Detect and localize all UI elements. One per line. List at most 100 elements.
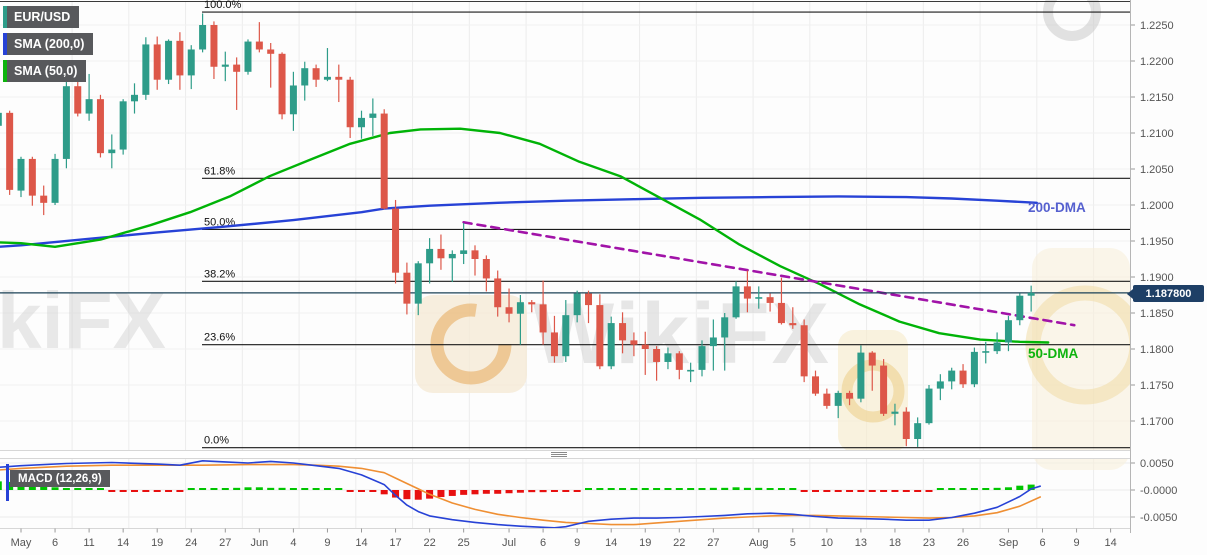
candle-body [528,302,536,305]
candle-body [880,365,888,414]
price-axis-label: 1.2200 [1140,56,1174,68]
macd-histogram-bar [777,488,785,490]
date-axis-label: 9 [574,537,580,549]
candle-body [131,94,138,102]
sma200-line [0,195,1038,248]
candle-body [664,353,672,362]
date-axis-label: 25 [458,537,470,549]
watermark-logo [415,295,527,393]
candle-body [312,68,320,80]
candle-body [959,370,967,385]
legend-sma50[interactable]: SMA (50,0) [3,60,87,82]
candle-body [709,337,717,347]
candle-body [698,346,706,370]
watermark-logo [838,330,908,452]
price-axis-label: 1.1800 [1140,344,1174,356]
candle-body [607,323,615,367]
candle-body [108,149,116,154]
candle-body [85,99,93,114]
macd-axis-label: 0.0050 [1140,458,1174,470]
candle-body [471,250,479,259]
date-axis-label: 14 [117,537,129,549]
macd-histogram-bar [380,490,388,495]
macd-signal-line [0,463,1041,526]
candle-body [800,325,808,377]
candle-body [1004,320,1012,343]
legend-sma200[interactable]: SMA (200,0) [3,33,94,55]
macd-main-line [0,460,1041,529]
legend-symbol[interactable]: EUR/USD [3,6,80,28]
macd-label: MACD (12,26,9) [18,472,102,485]
candle-body [153,44,161,80]
macd-axis-label: -0.0050 [1140,512,1177,524]
candle-body [755,297,763,299]
macd-histogram-bar [51,487,59,490]
macd-histogram-bar [414,490,422,500]
macd-histogram-bar [210,488,218,490]
current-price-badge: 1.187800 [1133,285,1204,302]
candle-body [812,376,819,394]
date-axis-label: 11 [83,537,94,549]
macd-histogram-bar [403,490,411,500]
macd-histogram-bar [85,488,93,490]
candle-body [596,305,604,367]
macd-histogram-bar [800,490,808,492]
legend-macd[interactable]: MACD (12,26,9) [10,470,110,487]
date-axis-label: Aug [749,537,769,549]
date-axis-label: 19 [639,537,651,549]
date-axis-label: 5 [790,537,796,549]
candle-body [925,388,933,424]
candle-body [993,342,1001,352]
candle-body [369,113,377,118]
date-axis-label: 14 [605,537,617,549]
candle-body [51,158,59,203]
candle-body [539,304,547,333]
watermark-logo-swirl [430,303,512,385]
candle-body [721,317,729,338]
date-axis-label: 19 [151,537,163,549]
macd-histogram-bar [278,487,286,490]
candle-body [550,332,558,357]
symbol-label: EUR/USD [14,10,71,24]
candle-body [323,76,331,80]
candle-body [585,293,592,306]
sma200-label: SMA (200,0) [14,37,85,51]
candle-body [244,41,252,72]
candle-body [142,44,150,95]
candle-body [891,411,899,414]
macd-histogram-bar [846,490,854,492]
date-axis-label: 22 [673,537,685,549]
divider-grip-handle[interactable] [551,452,567,457]
candle-body [823,393,831,406]
candle-body [687,369,695,372]
macd-color-swatch [6,464,9,501]
candle-body [437,248,445,259]
candle-body [846,392,854,399]
macd-histogram-bar [868,490,876,492]
macd-histogram-bar [675,488,683,490]
macd-histogram-bar [982,488,990,490]
macd-histogram-bar [743,487,751,490]
price-axis-label: 1.1850 [1140,308,1174,320]
date-axis-label: 14 [1104,537,1116,549]
macd-histogram-bar [959,488,967,490]
candle-body [414,263,422,304]
macd-histogram-bar [857,490,865,492]
candle-body [392,208,400,273]
date-axis-label: 14 [355,537,367,549]
sma50-color-swatch [3,60,7,82]
sma200-color-swatch [3,33,7,55]
macd-histogram-bar [40,485,48,490]
price-axis-label: 1.2150 [1140,92,1174,104]
macd-histogram-bar [6,481,14,490]
candle-body [460,250,468,254]
candle-body [1027,292,1035,296]
candle-body [516,302,524,314]
macd-histogram-bar [925,490,933,492]
price-axis-label: 1.1700 [1140,416,1174,428]
date-axis-label: 9 [324,537,330,549]
macd-histogram-bar [766,488,774,490]
macd-histogram-bar [62,488,70,490]
macd-histogram-bar [755,487,763,490]
